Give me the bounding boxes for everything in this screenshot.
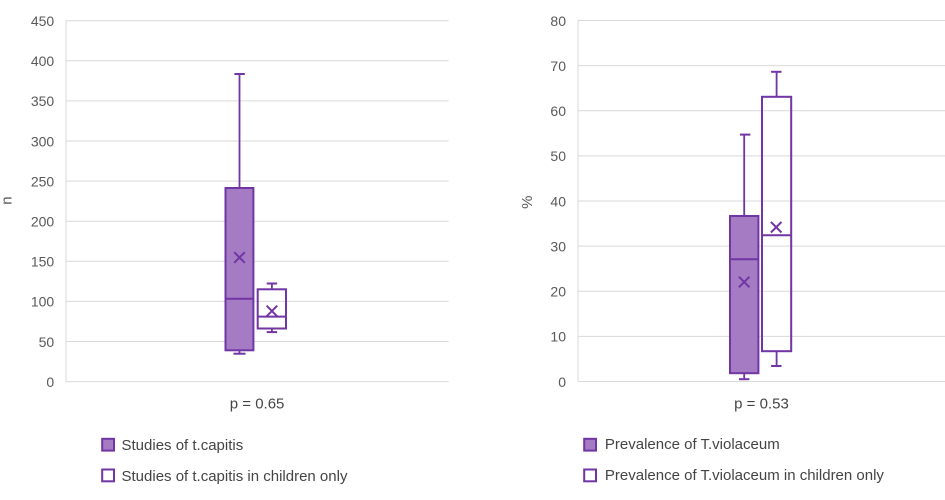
svg-text:50: 50 (39, 334, 55, 350)
svg-text:n: n (0, 196, 16, 204)
svg-text:20: 20 (550, 284, 566, 300)
svg-text:60: 60 (550, 103, 566, 119)
svg-text:400: 400 (31, 53, 55, 69)
svg-text:50: 50 (550, 148, 566, 164)
svg-text:Prevalence of T.violaceum: Prevalence of T.violaceum (605, 436, 780, 453)
svg-text:10: 10 (550, 329, 566, 345)
svg-text:40: 40 (550, 193, 566, 209)
svg-text:Studies of t.capitis in childr: Studies of t.capitis in children only (122, 468, 348, 485)
svg-text:80: 80 (550, 13, 566, 29)
svg-text:%: % (519, 196, 536, 209)
svg-text:30: 30 (550, 238, 566, 254)
svg-text:p = 0.53: p = 0.53 (734, 395, 789, 412)
svg-text:100: 100 (31, 294, 55, 310)
svg-text:p = 0.65: p = 0.65 (230, 395, 285, 412)
svg-text:150: 150 (31, 254, 55, 270)
svg-text:250: 250 (31, 173, 55, 189)
svg-text:0: 0 (558, 374, 566, 390)
svg-text:70: 70 (550, 58, 566, 74)
svg-text:450: 450 (31, 13, 55, 29)
svg-text:200: 200 (31, 214, 55, 230)
svg-text:Studies of t.capitis: Studies of t.capitis (122, 437, 244, 454)
svg-text:0: 0 (46, 374, 54, 390)
svg-text:350: 350 (31, 93, 55, 109)
svg-text:300: 300 (31, 133, 55, 149)
svg-text:Prevalence of T.violaceum in c: Prevalence of T.violaceum in children on… (605, 467, 885, 484)
